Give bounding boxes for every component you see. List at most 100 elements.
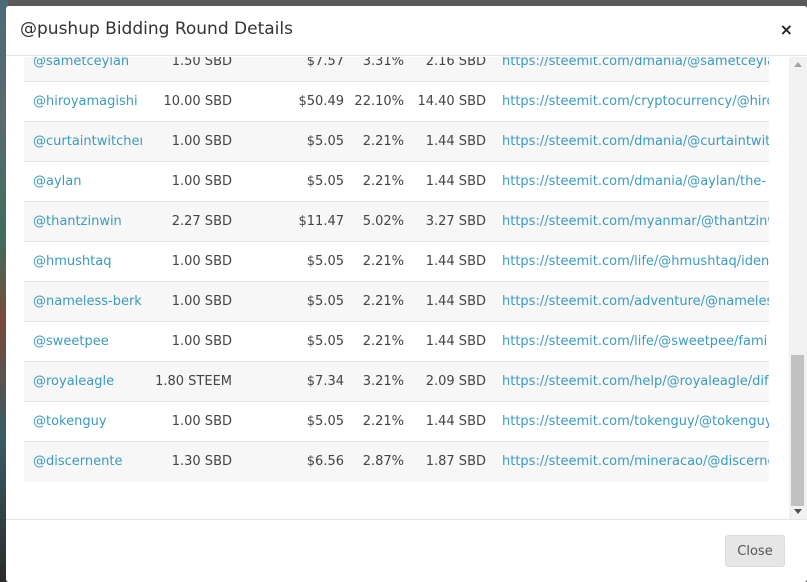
post-link[interactable]: https://steemit.com/myanmar/@thantzinw <box>502 214 769 229</box>
sbd-return-cell: 1.44 SBD <box>404 161 486 202</box>
sbd-return-cell: 1.87 SBD <box>404 441 486 482</box>
user-link[interactable]: @nameless-berk <box>33 294 142 309</box>
table-row: @aylan 1.00 SBD $5.05 2.21% 1.44 SBD https://… <box>24 161 769 202</box>
table-row: @royaleagle 1.80 STEEM $7.34 3.21% 2.09 SBD h… <box>24 361 769 402</box>
usd-value-cell: $5.05 <box>232 401 344 442</box>
bidding-details-modal: @pushup Bidding Round Details × @sametce… <box>6 6 807 582</box>
user-link[interactable]: @tokenguy <box>33 414 107 429</box>
sbd-return-cell: 3.27 SBD <box>404 201 486 242</box>
user-link[interactable]: @sametceylan <box>33 57 130 69</box>
scrollbar[interactable] <box>789 57 807 519</box>
share-percent-cell: 2.21% <box>344 241 404 282</box>
share-percent-cell: 3.31% <box>344 57 404 82</box>
post-link[interactable]: https://steemit.com/help/@royaleagle/dif <box>502 374 769 389</box>
modal-header: @pushup Bidding Round Details × <box>6 6 807 56</box>
bid-amount-cell: 1.00 SBD <box>142 281 232 322</box>
sbd-return-cell: 1.44 SBD <box>404 321 486 362</box>
user-cell: @royaleagle <box>24 361 142 402</box>
user-cell: @sweetpee <box>24 321 142 362</box>
user-cell: @hiroyamagishi <box>24 81 142 122</box>
bid-amount-cell: 1.50 SBD <box>142 57 232 82</box>
sbd-return-cell: 1.44 SBD <box>404 281 486 322</box>
usd-value-cell: $5.05 <box>232 121 344 162</box>
usd-value-cell: $5.05 <box>232 281 344 322</box>
user-link[interactable]: @discernente <box>33 454 123 470</box>
table-row: @tokenguy 1.00 SBD $5.05 2.21% 1.44 SBD https… <box>24 401 769 442</box>
bid-amount-cell: 1.30 SBD <box>142 441 232 482</box>
usd-value-cell: $5.05 <box>232 161 344 202</box>
post-url-cell: https://steemit.com/mineracao/@discerne <box>486 441 769 482</box>
bid-amount-cell: 2.27 SBD <box>142 201 232 242</box>
post-link[interactable]: https://steemit.com/dmania/@sametceylan <box>502 57 769 69</box>
bid-amount-cell: 1.00 SBD <box>142 321 232 362</box>
post-url-cell: https://steemit.com/life/@hmushtaq/iden <box>486 241 769 282</box>
post-url-cell: https://steemit.com/life/@sweetpee/fami <box>486 321 769 362</box>
sbd-return-cell: 2.09 SBD <box>404 361 486 402</box>
table-row: @curtaintwitcher 1.00 SBD $5.05 2.21% 1.44 S… <box>24 121 769 162</box>
usd-value-cell: $5.05 <box>232 241 344 282</box>
user-link[interactable]: @curtaintwitcher <box>33 134 142 149</box>
user-cell: @aylan <box>24 161 142 202</box>
post-url-cell: https://steemit.com/cryptocurrency/@hiro <box>486 81 769 122</box>
usd-value-cell: $7.57 <box>232 57 344 82</box>
usd-value-cell: $7.34 <box>232 361 344 402</box>
user-link[interactable]: @sweetpee <box>33 334 109 349</box>
bids-table-body: @sametceylan 1.50 SBD $7.57 3.31% 2.16 SBD ht… <box>24 57 769 482</box>
post-url-cell: https://steemit.com/myanmar/@thantzinw <box>486 201 769 242</box>
user-cell: @thantzinwin <box>24 201 142 242</box>
share-percent-cell: 5.02% <box>344 201 404 242</box>
bid-amount-cell: 1.00 SBD <box>142 241 232 282</box>
table-row: @hiroyamagishi 10.00 SBD $50.49 22.10% 14.40… <box>24 81 769 122</box>
post-url-cell: https://steemit.com/dmania/@curtaintwit <box>486 121 769 162</box>
post-link[interactable]: https://steemit.com/life/@sweetpee/fami <box>502 334 768 349</box>
post-link[interactable]: https://steemit.com/life/@hmushtaq/iden <box>502 254 769 269</box>
user-cell: @nameless-berk <box>24 281 142 322</box>
share-percent-cell: 2.21% <box>344 401 404 442</box>
bid-amount-cell: 1.00 SBD <box>142 161 232 202</box>
close-button[interactable]: Close <box>725 535 785 567</box>
scroll-down-arrow-icon[interactable] <box>794 509 802 514</box>
background-page <box>0 0 8 582</box>
user-cell: @curtaintwitcher <box>24 121 142 162</box>
post-url-cell: https://steemit.com/tokenguy/@tokenguy <box>486 401 769 442</box>
post-link[interactable]: https://steemit.com/cryptocurrency/@hiro <box>502 94 769 109</box>
sbd-return-cell: 1.44 SBD <box>404 401 486 442</box>
bid-amount-cell: 1.00 SBD <box>142 401 232 442</box>
post-url-cell: https://steemit.com/dmania/@aylan/the- <box>486 161 769 202</box>
user-link[interactable]: @hiroyamagishi <box>33 94 138 109</box>
user-link[interactable]: @thantzinwin <box>33 214 122 229</box>
close-icon[interactable]: × <box>779 20 793 39</box>
post-link[interactable]: https://steemit.com/adventure/@nameles <box>502 294 769 309</box>
post-link[interactable]: https://steemit.com/dmania/@aylan/the- <box>502 174 767 189</box>
table-row: @thantzinwin 2.27 SBD $11.47 5.02% 3.27 SBD h… <box>24 201 769 242</box>
post-url-cell: https://steemit.com/adventure/@nameles <box>486 281 769 322</box>
user-link[interactable]: @royaleagle <box>33 374 115 389</box>
table-row: @hmushtaq 1.00 SBD $5.05 2.21% 1.44 SBD https… <box>24 241 769 282</box>
post-link[interactable]: https://steemit.com/mineracao/@discerne <box>502 454 769 470</box>
modal-body[interactable]: @sametceylan 1.50 SBD $7.57 3.31% 2.16 SBD ht… <box>6 57 789 519</box>
table-row: @discernente 1.30 SBD $6.56 2.87% 1.87 SBD ht… <box>24 441 769 482</box>
modal-footer: Close <box>6 519 807 582</box>
user-cell: @tokenguy <box>24 401 142 442</box>
usd-value-cell: $50.49 <box>232 81 344 122</box>
share-percent-cell: 2.21% <box>344 281 404 322</box>
table-row: @sweetpee 1.00 SBD $5.05 2.21% 1.44 SBD https… <box>24 321 769 362</box>
sbd-return-cell: 2.16 SBD <box>404 57 486 82</box>
user-cell: @hmushtaq <box>24 241 142 282</box>
bids-table: @sametceylan 1.50 SBD $7.57 3.31% 2.16 SBD ht… <box>24 57 769 482</box>
scroll-thumb[interactable] <box>791 355 804 506</box>
post-url-cell: https://steemit.com/dmania/@sametceylan <box>486 57 769 82</box>
bids-table-wrap: @sametceylan 1.50 SBD $7.57 3.31% 2.16 SBD ht… <box>24 57 769 482</box>
share-percent-cell: 2.87% <box>344 441 404 482</box>
sbd-return-cell: 14.40 SBD <box>404 81 486 122</box>
usd-value-cell: $6.56 <box>232 441 344 482</box>
post-url-cell: https://steemit.com/help/@royaleagle/dif <box>486 361 769 402</box>
post-link[interactable]: https://steemit.com/dmania/@curtaintwit <box>502 134 769 149</box>
user-link[interactable]: @hmushtaq <box>33 254 112 269</box>
post-link[interactable]: https://steemit.com/tokenguy/@tokenguy <box>502 414 769 429</box>
share-percent-cell: 2.21% <box>344 121 404 162</box>
table-row: @nameless-berk 1.00 SBD $5.05 2.21% 1.44 SBD… <box>24 281 769 322</box>
modal-title: @pushup Bidding Round Details <box>20 19 293 39</box>
scroll-up-arrow-icon[interactable] <box>794 62 802 67</box>
user-link[interactable]: @aylan <box>33 174 82 189</box>
